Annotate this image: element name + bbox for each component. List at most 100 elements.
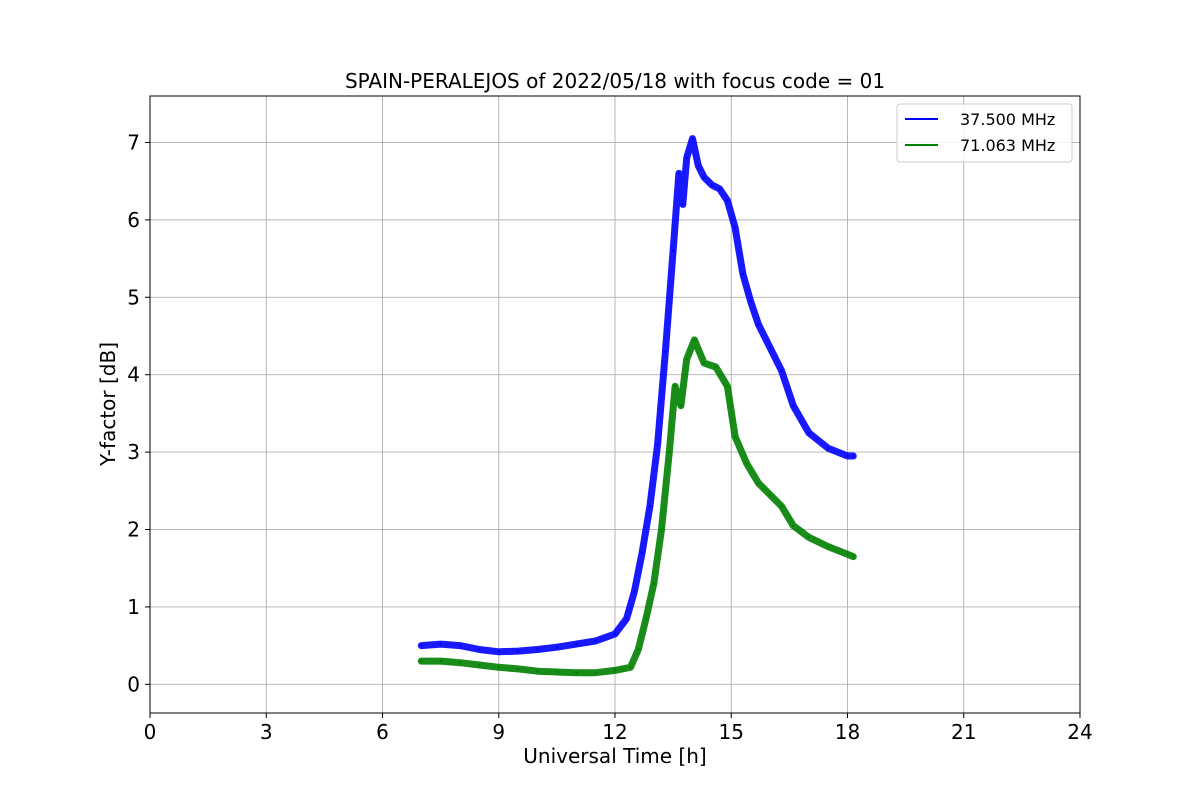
x-tick-label: 12 xyxy=(602,720,627,744)
data-point-37-500-mhz xyxy=(613,632,617,636)
data-point-37-500-mhz xyxy=(702,176,706,179)
y-tick-label: 3 xyxy=(127,440,140,464)
data-point-37-500-mhz xyxy=(846,454,849,458)
data-point-71-063-mhz xyxy=(594,671,597,674)
data-point-71-063-mhz xyxy=(637,648,640,651)
data-point-37-500-mhz xyxy=(792,404,795,407)
x-tick-label: 15 xyxy=(719,720,744,744)
data-point-71-063-mhz xyxy=(685,358,688,361)
data-point-71-063-mhz xyxy=(536,670,539,673)
data-point-37-500-mhz xyxy=(478,648,481,651)
data-point-37-500-mhz xyxy=(677,172,681,175)
data-point-71-063-mhz xyxy=(478,663,481,667)
x-tick-label: 0 xyxy=(144,720,157,744)
data-point-71-063-mhz xyxy=(780,505,783,508)
data-point-37-500-mhz xyxy=(671,249,675,252)
data-point-37-500-mhz xyxy=(555,646,559,649)
data-point-37-500-mhz xyxy=(697,164,700,167)
y-axis-label: Y-factor [dB] xyxy=(96,342,120,467)
x-tick-label: 24 xyxy=(1067,720,1092,744)
data-point-71-063-mhz xyxy=(826,545,830,548)
data-point-71-063-mhz xyxy=(660,528,663,531)
x-tick-label: 9 xyxy=(492,720,505,744)
legend-label-37-5-mhz: 37.500 MHz xyxy=(960,110,1055,129)
data-point-37-500-mhz xyxy=(497,650,500,653)
data-point-71-063-mhz xyxy=(439,659,442,663)
plot-series xyxy=(417,135,857,677)
data-point-37-500-mhz xyxy=(710,183,714,187)
data-point-37-500-mhz xyxy=(536,648,539,651)
data-point-37-500-mhz xyxy=(852,454,855,458)
data-point-71-063-mhz xyxy=(458,661,462,664)
data-point-71-063-mhz xyxy=(768,493,772,496)
data-point-71-063-mhz xyxy=(714,365,717,369)
data-point-37-500-mhz xyxy=(594,639,597,643)
data-point-37-500-mhz xyxy=(726,199,729,202)
data-point-71-063-mhz xyxy=(726,385,729,388)
data-point-37-500-mhz xyxy=(625,617,628,620)
y-tick-label: 4 xyxy=(127,363,140,387)
data-point-37-500-mhz xyxy=(664,350,667,353)
y-tick-label: 7 xyxy=(127,130,140,154)
data-point-71-063-mhz xyxy=(745,462,748,465)
data-point-37-500-mhz xyxy=(807,431,810,434)
y-tick-label: 0 xyxy=(127,672,140,696)
data-point-37-500-mhz xyxy=(691,137,694,140)
x-axis-label: Universal Time [h] xyxy=(523,744,706,768)
data-point-71-063-mhz xyxy=(629,666,632,669)
data-point-37-500-mhz xyxy=(685,156,688,160)
data-point-71-063-mhz xyxy=(644,617,648,620)
x-tick-label: 18 xyxy=(835,720,860,744)
data-point-37-500-mhz xyxy=(780,369,783,372)
data-point-71-063-mhz xyxy=(852,555,855,558)
legend-label-71-063-mhz: 71.063 MHz xyxy=(960,136,1055,155)
data-point-71-063-mhz xyxy=(693,338,696,342)
data-point-71-063-mhz xyxy=(679,404,683,407)
data-point-71-063-mhz xyxy=(652,582,655,585)
data-point-71-063-mhz xyxy=(807,536,810,539)
data-point-71-063-mhz xyxy=(420,659,423,663)
y-tick-label: 5 xyxy=(127,285,140,309)
data-point-37-500-mhz xyxy=(648,505,652,508)
data-point-71-063-mhz xyxy=(792,524,795,527)
x-tick-label: 21 xyxy=(951,720,976,744)
y-tick-label: 2 xyxy=(127,518,140,542)
data-point-37-500-mhz xyxy=(640,551,644,554)
data-point-71-063-mhz xyxy=(575,671,578,674)
data-point-37-500-mhz xyxy=(656,443,659,446)
data-point-37-500-mhz xyxy=(749,300,752,303)
series-line-37-500-mhz xyxy=(417,135,857,656)
data-point-37-500-mhz xyxy=(633,590,636,593)
grid xyxy=(149,96,1081,713)
legend-box xyxy=(896,103,1073,163)
data-point-71-063-mhz xyxy=(702,361,706,365)
data-point-37-500-mhz xyxy=(768,346,772,349)
data-point-71-063-mhz xyxy=(846,553,849,556)
data-point-71-063-mhz xyxy=(757,481,760,485)
data-point-71-063-mhz xyxy=(668,450,671,454)
data-point-37-500-mhz xyxy=(741,272,745,276)
data-point-71-063-mhz xyxy=(516,667,520,671)
y-tick-label: 1 xyxy=(127,595,140,619)
data-point-71-063-mhz xyxy=(733,435,737,438)
y-tick-label: 6 xyxy=(127,208,140,232)
data-point-71-063-mhz xyxy=(497,666,500,669)
x-tick-label: 6 xyxy=(376,720,389,744)
x-tick-label: 3 xyxy=(260,720,273,744)
data-point-37-500-mhz xyxy=(575,642,578,646)
data-point-37-500-mhz xyxy=(718,187,721,191)
data-point-37-500-mhz xyxy=(826,447,830,450)
data-point-37-500-mhz xyxy=(420,644,423,647)
data-point-71-063-mhz xyxy=(613,669,617,672)
data-point-71-063-mhz xyxy=(673,385,677,388)
chart-title: SPAIN-PERALEJOS of 2022/05/18 with focus… xyxy=(345,69,885,93)
legend: 37.500 MHz 71.063 MHz xyxy=(896,103,1073,163)
data-point-37-500-mhz xyxy=(458,644,462,647)
data-point-37-500-mhz xyxy=(681,203,684,206)
data-point-37-500-mhz xyxy=(757,323,760,326)
data-point-37-500-mhz xyxy=(439,642,442,646)
data-point-37-500-mhz xyxy=(733,226,737,229)
data-point-71-063-mhz xyxy=(555,670,559,674)
